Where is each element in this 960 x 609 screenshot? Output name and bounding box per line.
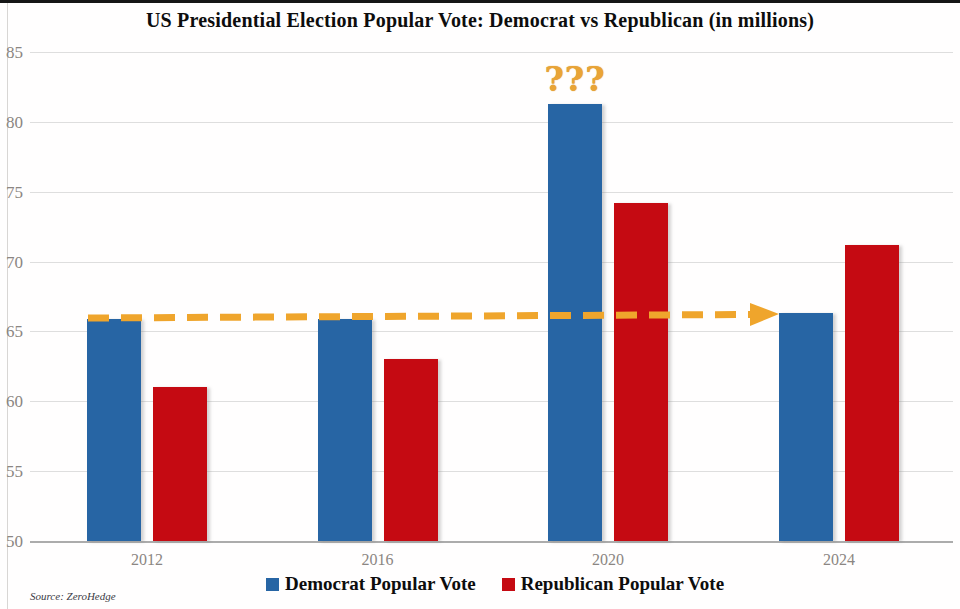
x-tick-label-2012: 2012	[112, 551, 182, 569]
x-axis-line	[30, 541, 953, 543]
gridline-75	[30, 192, 953, 193]
republican-swatch-icon	[502, 578, 515, 591]
bar-democrat-2020	[548, 104, 602, 541]
chart-frame: US Presidential Election Popular Vote: D…	[0, 0, 960, 609]
bar-republican-2016	[384, 359, 438, 541]
gridline-85	[30, 52, 953, 53]
left-border-line	[7, 3, 8, 609]
legend-label-republican: Republican Popular Vote	[521, 573, 724, 595]
x-tick-label-2024: 2024	[804, 551, 874, 569]
bar-democrat-2016	[318, 319, 372, 541]
bar-democrat-2012	[87, 319, 141, 541]
question-marks-annotation: ???	[544, 60, 606, 99]
y-tick-label-75: 75	[6, 184, 42, 201]
top-border-line	[0, 0, 960, 3]
x-tick-label-2020: 2020	[573, 551, 643, 569]
bar-republican-2020	[614, 203, 668, 541]
y-tick-label-55: 55	[6, 463, 42, 480]
democrat-swatch-icon	[266, 578, 279, 591]
bar-democrat-2024	[779, 313, 833, 541]
source-note: Source: ZeroHedge	[30, 590, 116, 602]
y-tick-label-65: 65	[6, 323, 42, 340]
y-tick-label-70: 70	[6, 254, 42, 271]
bar-republican-2012	[153, 387, 207, 541]
chart-title: US Presidential Election Popular Vote: D…	[0, 9, 960, 32]
x-tick-label-2016: 2016	[343, 551, 413, 569]
y-tick-label-60: 60	[6, 393, 42, 410]
gridline-80	[30, 122, 953, 123]
y-tick-label-50: 50	[6, 533, 42, 550]
legend-item-democrat: Democrat Popular Vote	[266, 573, 476, 595]
chart-legend: Democrat Popular Vote Republican Popular…	[266, 573, 724, 595]
y-tick-label-80: 80	[6, 114, 42, 131]
gridline-70	[30, 262, 953, 263]
legend-label-democrat: Democrat Popular Vote	[285, 573, 476, 595]
y-tick-label-85: 85	[6, 44, 42, 61]
bar-republican-2024	[845, 245, 899, 541]
legend-item-republican: Republican Popular Vote	[502, 573, 724, 595]
